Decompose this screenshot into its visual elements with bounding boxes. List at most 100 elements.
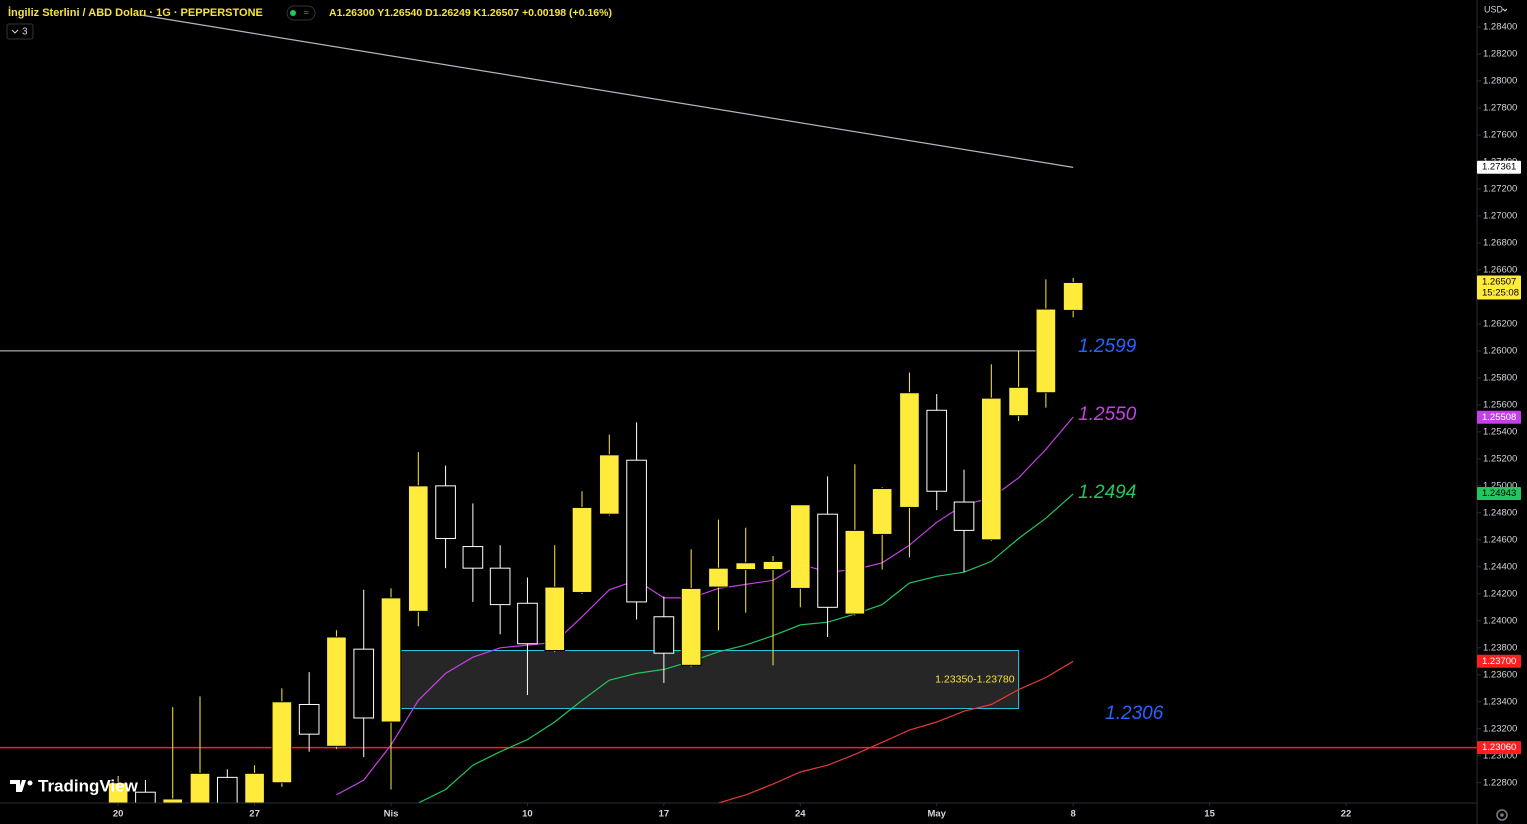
candle-body: [871, 488, 893, 535]
logo: [10, 780, 26, 792]
y-tick-label: 1.25000: [1483, 480, 1517, 491]
price-tag-label: 1.23700: [1482, 656, 1516, 667]
annotation: 1.2599: [1078, 336, 1137, 357]
y-tick-label: 1.24800: [1483, 507, 1517, 518]
y-tick-label: 1.28400: [1483, 22, 1517, 33]
candle-body: [626, 459, 647, 603]
y-tick-label: 1.24000: [1483, 615, 1517, 626]
price-tag: [1477, 275, 1521, 300]
candle-body: [598, 454, 620, 515]
candle-body: [926, 409, 948, 492]
candle-body: [544, 586, 566, 651]
y-tick-label: 1.23800: [1483, 642, 1517, 653]
candle-body: [489, 567, 511, 606]
x-tick-label: 15: [1204, 809, 1215, 820]
annotation: 1.2550: [1078, 404, 1137, 425]
y-tick-label: 1.25800: [1483, 372, 1517, 383]
price-tag: [1477, 487, 1521, 501]
candle-body: [189, 772, 211, 803]
ohlc-readout: A1.26300 Y1.26540 D1.26249 K1.26507 +0.0…: [329, 7, 612, 19]
y-tick-label: 1.23400: [1483, 696, 1517, 707]
x-tick-label: 8: [1071, 809, 1076, 820]
y-tick-label: 1.27600: [1483, 129, 1517, 140]
x-tick-label: May: [927, 809, 946, 820]
status-pill: [286, 5, 316, 21]
candle-body: [735, 562, 757, 571]
y-tick-label: 1.23000: [1483, 750, 1517, 761]
candle-body: [680, 587, 702, 666]
chevron-icon: [1502, 8, 1508, 12]
y-tick-label: 1.26800: [1483, 237, 1517, 248]
status-dot: [290, 10, 296, 16]
price-tag: [1477, 160, 1521, 174]
candle-body: [517, 602, 538, 645]
candle-body: [435, 485, 456, 539]
symbol-title: İngiliz Sterlini / ABD Doları · 1G · PEP…: [8, 6, 263, 19]
watermark-text: TradingView: [38, 776, 139, 795]
x-tick-label: Nis: [384, 809, 399, 820]
price-tag-label: 1.27361: [1482, 162, 1516, 173]
plot-area: 1.23350-1.23780 1.2599 1.2550 1.2494 1.2306: [0, 14, 1477, 803]
candle-body: [953, 501, 975, 531]
indicator-count: 3: [22, 27, 28, 38]
price-tag: [1477, 741, 1521, 755]
candle-body: [380, 597, 402, 723]
y-tick-label: 1.23200: [1483, 723, 1517, 734]
annotation: 1.2494: [1078, 482, 1136, 503]
candle-body: [244, 772, 265, 803]
candle-body: [708, 567, 729, 588]
status-icon: ≈: [304, 7, 309, 17]
gear: [1500, 813, 1504, 817]
indicator-toggle[interactable]: [6, 23, 34, 40]
gear: [1496, 809, 1508, 821]
price-tag-label: 1.26507: [1482, 276, 1516, 287]
y-tick-label: 1.26600: [1483, 264, 1517, 275]
y-tick-label: 1.28000: [1483, 75, 1517, 86]
candle-body: [762, 560, 784, 571]
y-tick-label: 1.24600: [1483, 534, 1517, 545]
y-tick-label: 1.23600: [1483, 669, 1517, 680]
ma-line: [336, 416, 1074, 796]
ma-line: [718, 660, 1074, 803]
price-tag: [1477, 410, 1521, 424]
y-tick-label: 1.24200: [1483, 588, 1517, 599]
candle-body: [817, 513, 838, 608]
candle-body: [407, 485, 429, 612]
y-tick-label: 1.26000: [1483, 345, 1517, 356]
candle-body: [899, 392, 920, 508]
candle-body: [462, 546, 484, 569]
currency-label[interactable]: USD: [1484, 4, 1504, 14]
y-tick-label: 1.28200: [1483, 48, 1517, 59]
logo: [27, 780, 33, 786]
candle-body: [135, 791, 156, 803]
candle-body: [980, 397, 1002, 541]
candle-body: [1062, 281, 1084, 311]
axes: 1.284001.282001.280001.278001.276001.274…: [113, 22, 1521, 820]
chevron-icon: [11, 29, 19, 34]
price-tag-label: 1.24943: [1482, 488, 1516, 499]
price-tag: [1477, 654, 1521, 668]
y-tick-label: 1.22800: [1483, 777, 1517, 788]
y-tick-label: 1.25400: [1483, 426, 1517, 437]
candle-body: [1008, 386, 1029, 417]
annotation: 1.2306: [1105, 703, 1164, 724]
candle-body: [216, 776, 238, 803]
watermark: TradingView: [10, 776, 139, 795]
price-tag-countdown: 15:25:08: [1482, 287, 1519, 298]
overlay: İngiliz Sterlini / ABD Doları · 1G · PEP…: [6, 4, 1508, 821]
y-tick-label: 1.24400: [1483, 561, 1517, 572]
trendline: [139, 14, 1074, 168]
x-tick-label: 17: [659, 809, 670, 820]
candle-body: [571, 506, 593, 593]
y-tick-label: 1.26200: [1483, 318, 1517, 329]
price-tag-label: 1.25508: [1482, 412, 1516, 423]
y-tick-label: 1.25200: [1483, 453, 1517, 464]
candle-body: [1035, 308, 1057, 394]
price-tag-label: 1.23060: [1482, 742, 1516, 753]
y-tick-label: 1.27800: [1483, 102, 1517, 113]
candle-body: [353, 648, 375, 719]
settings-icon[interactable]: [1496, 809, 1508, 821]
